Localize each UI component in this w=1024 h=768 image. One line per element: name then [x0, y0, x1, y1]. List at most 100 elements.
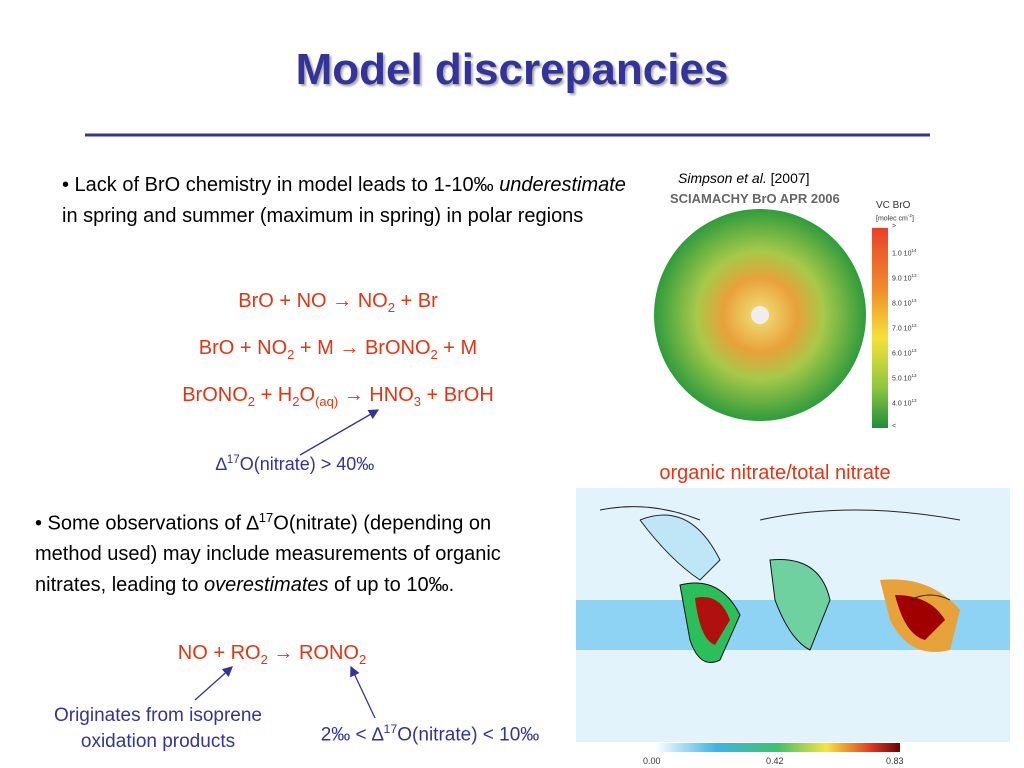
- sub-run: 2: [287, 347, 295, 362]
- text-run: →: [343, 384, 364, 406]
- text-run: + H: [255, 384, 293, 406]
- text-run: [molec cm: [876, 215, 908, 223]
- arrow: [194, 666, 233, 701]
- text-run: NO: [352, 290, 388, 312]
- text-run: [2007]: [766, 170, 810, 186]
- equation: NO + RO2 → RONO2: [122, 642, 422, 667]
- annotation-line: oxidation products: [80, 731, 236, 752]
- text-run: 8.0 10: [892, 300, 912, 308]
- text-run: 6.0 10: [892, 350, 912, 358]
- scale-label: 0.42: [766, 756, 784, 766]
- sup-run: 13: [911, 323, 917, 328]
- text-run: 5.0 10: [892, 375, 912, 383]
- text-run: O(nitrate) < 10‰: [397, 724, 540, 746]
- text-run: • Lack of BrO chemistry in model leads t…: [62, 174, 500, 196]
- slide-title: Model discrepancies: [295, 45, 729, 94]
- scale-label: 7.0 1013: [892, 323, 917, 332]
- equation: BrO + NO2 + M → BrONO2 + M: [138, 337, 538, 362]
- sub-run: 2: [247, 394, 256, 409]
- sup-run: 13: [911, 348, 917, 353]
- scale-title: VC BrO: [876, 200, 911, 211]
- sup-run: 17: [258, 510, 274, 525]
- em-run: underestimate: [499, 174, 626, 196]
- text-run: HNO: [363, 384, 414, 406]
- sup-run: 13: [911, 298, 917, 303]
- scale-label: 4.0 1013: [892, 398, 917, 407]
- em-run: Simpson et al.: [678, 170, 767, 186]
- pole-hole: [751, 306, 769, 324]
- sup-run: 17: [226, 453, 240, 466]
- text-run: BrONO: [182, 384, 248, 406]
- text-run: NO + RO: [177, 642, 261, 664]
- bullet: • Lack of BrO chemistry in model leads t…: [62, 170, 642, 231]
- text-run: of up to 10‰.: [328, 573, 455, 596]
- scale-label: 0.83: [886, 756, 904, 766]
- arrow: [350, 665, 376, 719]
- scale-label: 1.0 1014: [892, 248, 917, 257]
- text-run: 9.0 10: [892, 275, 912, 283]
- annotation: ∆17O(nitrate) > 40‰: [160, 453, 430, 475]
- sub-run: 2: [260, 652, 268, 667]
- nitrate-colorbar: [655, 743, 900, 752]
- sub-run: 3: [413, 394, 421, 409]
- text-run: + BrOH: [420, 384, 494, 406]
- text-run: in spring and summer (maximum in spring)…: [62, 204, 584, 227]
- figure-title: SCIAMACHY BrO APR 2006: [670, 191, 840, 206]
- citation: Simpson et al. [2007]: [678, 170, 810, 186]
- sup-run: 13: [911, 373, 917, 378]
- scale-label: 0.00: [643, 756, 661, 766]
- annotation: Originates from isoprene oxidation produ…: [18, 703, 298, 755]
- text-run: BrONO: [359, 337, 431, 359]
- text-run: BrO + NO: [238, 290, 333, 312]
- bro-colorbar: [872, 228, 888, 428]
- sub-run: 2: [292, 394, 300, 409]
- bullet: • Some observations of ∆17O(nitrate) (de…: [35, 503, 555, 600]
- sup-run: 17: [383, 722, 398, 736]
- sub-run: 2: [387, 300, 395, 315]
- text-run: →: [339, 337, 360, 359]
- figure-caption: organic nitrate/total nitrate: [659, 462, 891, 484]
- text-run: ∆: [215, 454, 227, 474]
- arrow: [299, 409, 380, 456]
- em-run: overestimates: [204, 573, 329, 596]
- text-run: >: [892, 223, 897, 230]
- sub-run: (aq): [315, 394, 339, 409]
- sup-run: -2: [907, 213, 912, 218]
- sub-run: 2: [430, 347, 438, 362]
- sup-run: 13: [911, 273, 917, 278]
- text-run: RONO: [293, 642, 359, 664]
- scale-label: <: [892, 423, 896, 430]
- sup-run: 14: [911, 248, 917, 253]
- text-run: 1.0 10: [892, 250, 912, 258]
- text-run: O: [299, 384, 316, 406]
- scale-label: 8.0 1013: [892, 298, 917, 307]
- text-run: + M: [437, 337, 478, 359]
- map-features: [576, 506, 1010, 663]
- scale-label: 6.0 1013: [892, 348, 917, 357]
- text-run: + M: [294, 337, 340, 359]
- text-run: →: [273, 642, 294, 664]
- scale-label: 5.0 1013: [892, 373, 917, 382]
- sup-run: 13: [911, 398, 917, 403]
- sub-run: 2: [358, 652, 367, 667]
- text-run: ]: [911, 215, 914, 223]
- text-run: <: [892, 423, 897, 430]
- text-run: 4.0 10: [892, 400, 912, 408]
- text-run: • Some observations of ∆: [35, 512, 259, 535]
- scale-unit: [molec cm-2]: [876, 213, 914, 222]
- scale-label: >: [892, 223, 896, 230]
- text-run: + Br: [394, 290, 438, 312]
- annotation: 2‰ < ∆17O(nitrate) < 10‰: [290, 722, 570, 746]
- equation: BrO + NO → NO2 + Br: [138, 290, 538, 315]
- text-run: →: [332, 290, 353, 312]
- text-run: BrO + NO: [198, 337, 288, 359]
- scale-label: 9.0 1013: [892, 273, 917, 282]
- text-run: 7.0 10: [892, 325, 912, 333]
- annotation-line: Originates from isoprene: [53, 705, 263, 726]
- text-run: 2‰ < ∆: [320, 724, 384, 746]
- equation: BrONO2 + H2O(aq) → HNO3 + BrOH: [138, 384, 538, 409]
- text-run: O(nitrate) (depending on method used) ma…: [35, 512, 501, 596]
- text-run: O(nitrate) > 40‰: [239, 454, 375, 474]
